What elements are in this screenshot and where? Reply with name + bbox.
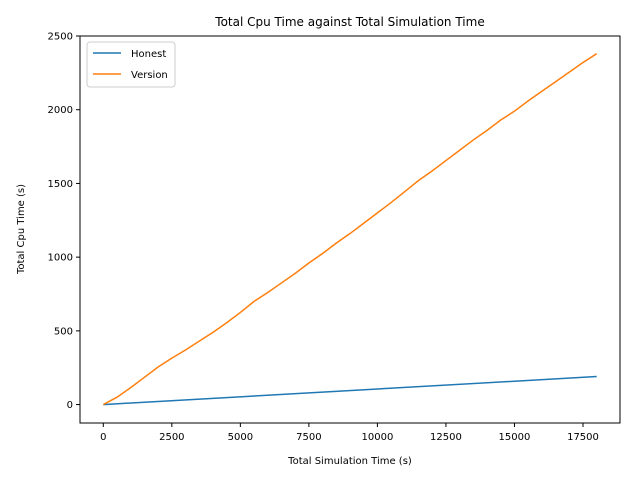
x-axis-label: Total Simulation Time (s) <box>287 456 412 467</box>
legend: Honest Version <box>86 41 176 88</box>
x-tick-label: 7500 <box>296 432 321 443</box>
y-tick-label: 0 <box>67 400 73 411</box>
y-tick-label: 1500 <box>48 179 73 190</box>
x-tick-label: 17500 <box>567 432 599 443</box>
legend-label-version: Version <box>131 70 168 81</box>
x-tick-label: 2500 <box>159 432 184 443</box>
y-tick-label: 2000 <box>48 105 73 116</box>
x-tick-label: 12500 <box>430 432 462 443</box>
y-tick-label: 2500 <box>48 32 73 43</box>
plot-frame <box>79 35 621 424</box>
y-axis-label: Total Cpu Time (s) <box>16 184 27 275</box>
x-tick-label: 0 <box>100 432 106 443</box>
chart-title: Total Cpu Time against Total Simulation … <box>214 15 484 29</box>
x-tick-label: 15000 <box>499 432 531 443</box>
legend-label-honest: Honest <box>131 49 166 60</box>
y-tick-label: 1000 <box>48 253 73 264</box>
axis-ticks: 0 2500 5000 7500 10000 12500 15000 17500 0 500 100… <box>48 32 599 444</box>
x-tick-label: 5000 <box>228 432 253 443</box>
series-line-honest <box>103 375 597 406</box>
series-line-version <box>102 53 598 406</box>
x-tick-label: 10000 <box>362 432 394 443</box>
y-tick-label: 500 <box>54 326 73 337</box>
series-lines <box>102 53 598 406</box>
